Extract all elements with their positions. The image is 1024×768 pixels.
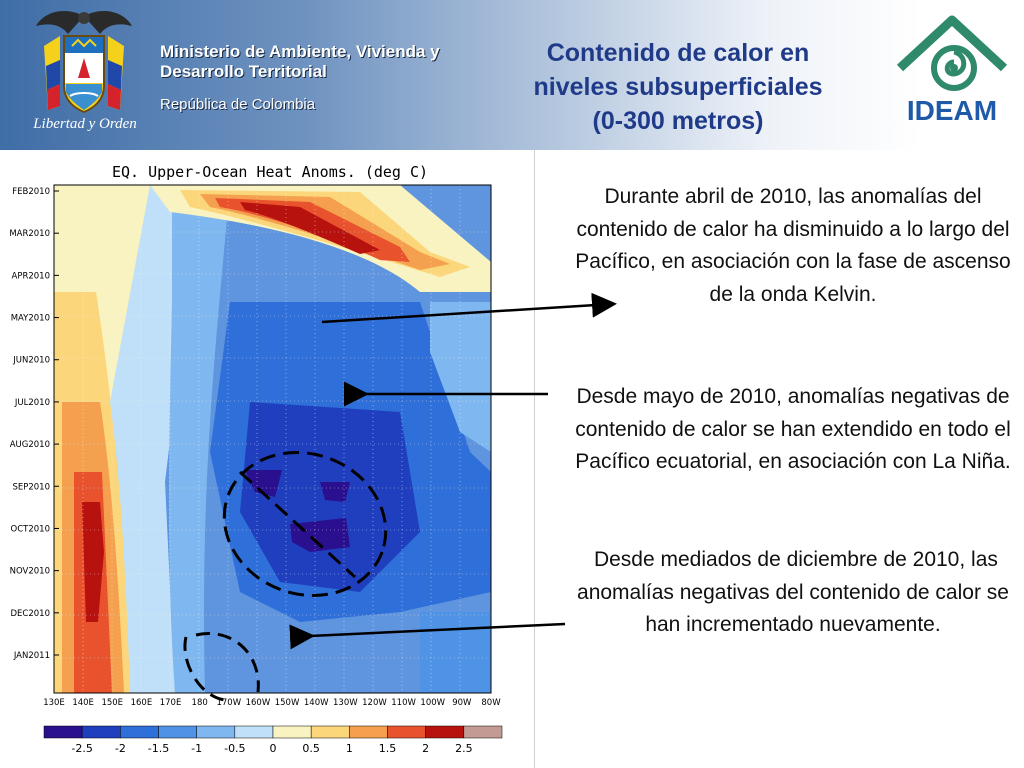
- colorbar-label: 2.5: [455, 742, 473, 755]
- colorbar-swatch: [425, 725, 465, 739]
- title-line-2: niveles subsuperficiales: [533, 73, 823, 101]
- x-tick-label: 170W: [216, 698, 241, 708]
- y-tick-label: NOV2010: [10, 567, 50, 577]
- colorbar-swatch: [272, 725, 312, 739]
- x-axis-ticks: 130E 140E 150E 160E 170E 180 170W 160W 150W 140W 1…: [43, 698, 501, 708]
- y-tick-label: JUN2010: [12, 356, 50, 366]
- colorbar-label: -2.5: [71, 742, 92, 755]
- x-tick-label: 80W: [481, 698, 501, 708]
- title-line-3: (0-300 metros): [592, 107, 764, 135]
- colorbar-label: -2: [115, 742, 126, 755]
- colorbar-label: 0: [270, 742, 277, 755]
- x-tick-label: 140W: [304, 698, 329, 708]
- y-tick-label: APR2010: [12, 271, 50, 281]
- x-tick-label: 160W: [246, 698, 271, 708]
- dashed-diagonal-annotation: [238, 470, 357, 579]
- divider-line: [534, 150, 535, 768]
- republic-name: República de Colombia: [160, 96, 316, 113]
- y-tick-label: AUG2010: [10, 440, 50, 450]
- colorbar-swatch: [158, 725, 197, 739]
- dashed-ellipse-annotation: [222, 450, 388, 598]
- colorbar-label: 1: [346, 742, 353, 755]
- y-axis-ticks: FEB2010 MAR2010 APR2010 MAY2010 JUN2010 JUL20…: [9, 187, 59, 661]
- paragraph-december-2010: Desde mediados de diciembre de 2010, las…: [577, 548, 1009, 636]
- y-tick-label: DEC2010: [11, 609, 50, 619]
- ideam-logo-icon: IDEAM: [896, 15, 1008, 126]
- ministry-name: Ministerio de Ambiente, Vivienda y Desar…: [160, 42, 440, 82]
- x-tick-label: 130W: [333, 698, 358, 708]
- x-tick-label: 100W: [420, 698, 445, 708]
- y-tick-label: MAR2010: [9, 229, 50, 239]
- x-tick-label: 130E: [43, 698, 65, 708]
- colorbar-swatch: [463, 725, 503, 739]
- colorbar-swatch: [43, 725, 83, 739]
- y-tick-label: MAY2010: [11, 314, 50, 324]
- y-tick-label: JUL2010: [14, 398, 50, 408]
- plot-area: [53, 184, 492, 694]
- paragraph-may-2010: Desde mayo de 2010, anomalías negativas …: [575, 385, 1011, 473]
- motto-text: Libertad y Orden: [33, 116, 137, 132]
- colorbar-swatch: [196, 725, 236, 739]
- x-tick-label: 120W: [362, 698, 387, 708]
- colorbar-label: -1: [191, 742, 202, 755]
- y-tick-label: SEP2010: [12, 482, 50, 492]
- dashed-arc-annotation-left: [183, 636, 226, 702]
- heat-anomaly-chart: EQ. Upper-Ocean Heat Anoms. (deg C): [9, 163, 503, 755]
- colorbar-swatch: [387, 725, 426, 739]
- ministry-line-2: Desarrollo Territorial: [160, 62, 327, 81]
- colorbar-swatch: [310, 725, 350, 739]
- y-tick-label: JAN2011: [13, 651, 50, 661]
- slide-title: Contenido de calor en niveles subsuperfi…: [468, 36, 888, 138]
- x-tick-label: 140E: [72, 698, 94, 708]
- colorbar-swatch: [81, 725, 121, 739]
- colorbar: -2.5 -2 -1.5 -1 -0.5 0 0.5 1 1.5 2 2.5: [43, 725, 503, 755]
- header-band: [0, 0, 1024, 150]
- paragraph-april-2010: Durante abril de 2010, las anomalías del…: [575, 185, 1011, 306]
- colorbar-label: -1.5: [148, 742, 169, 755]
- colorbar-swatch: [120, 725, 159, 739]
- ministry-line-1: Ministerio de Ambiente, Vivienda y: [160, 42, 440, 61]
- x-tick-label: 150E: [101, 698, 123, 708]
- ideam-logo-text: IDEAM: [907, 95, 997, 126]
- y-tick-label: OCT2010: [11, 524, 50, 534]
- colorbar-label: -0.5: [224, 742, 245, 755]
- title-line-1: Contenido de calor en: [546, 39, 810, 67]
- x-tick-label: 160E: [131, 698, 153, 708]
- dashed-arc-annotation-right: [195, 632, 260, 693]
- chart-title: EQ. Upper-Ocean Heat Anoms. (deg C): [112, 163, 428, 181]
- colorbar-label: 0.5: [302, 742, 320, 755]
- x-tick-label: 90W: [452, 698, 472, 708]
- x-tick-label: 150W: [275, 698, 300, 708]
- colorbar-swatch: [349, 725, 388, 739]
- x-tick-label: 170E: [160, 698, 182, 708]
- y-tick-label: FEB2010: [12, 187, 50, 197]
- colombia-coat-of-arms-icon: [36, 11, 132, 114]
- colorbar-label: 1.5: [379, 742, 397, 755]
- colorbar-swatch: [234, 725, 274, 739]
- x-tick-label: 180: [192, 698, 208, 708]
- colorbar-label: 2: [422, 742, 429, 755]
- x-tick-label: 110W: [391, 698, 416, 708]
